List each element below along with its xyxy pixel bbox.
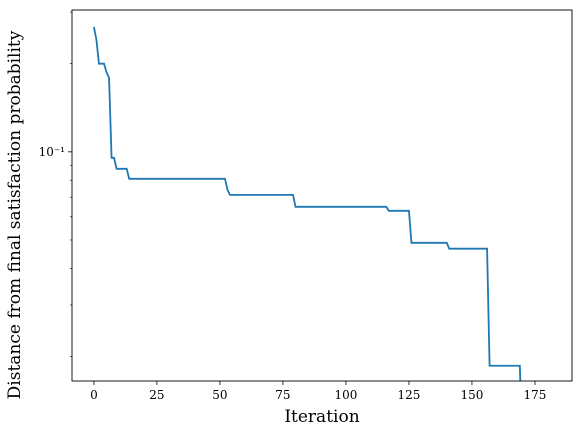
plot-frame (71, 9, 573, 382)
y-axis-label: Distance from final satisfaction probabi… (5, 30, 25, 399)
x-tick-label: 125 (397, 388, 420, 402)
x-tick-label: 75 (275, 388, 290, 402)
y-tick-label: 10⁻¹ (39, 145, 65, 159)
x-tick-label: 150 (460, 388, 483, 402)
x-tick-label: 25 (149, 388, 164, 402)
x-tick-label: 100 (334, 388, 357, 402)
x-axis-label: Iteration (284, 407, 359, 427)
x-tick-label: 50 (212, 388, 227, 402)
x-tick-label: 175 (524, 388, 547, 402)
x-tick-label: 0 (90, 388, 98, 402)
data-line (93, 26, 522, 381)
